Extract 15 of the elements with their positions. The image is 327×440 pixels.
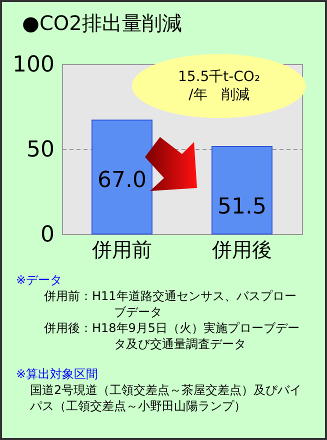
data-label: 67.0 (98, 168, 146, 194)
data-label: 51.5 (218, 194, 266, 220)
text: 併用前：H11年道路交通センサス、バスプローブデータ (43, 288, 298, 320)
text: 国道2号現道（工領交差点～茶屋交差点）及びバイパス（工領交差点～小野田山陽ランプ） (29, 382, 303, 414)
annotation: 15.5千t-CO₂ (178, 68, 260, 86)
x-tick-label: 併用前 (91, 238, 152, 262)
text: 併用後：H18年9月5日（火）実施プローブデータ及び交通量調査データ (43, 320, 301, 352)
text: ※データ (16, 272, 64, 288)
text: ※算出対象区間 (16, 366, 100, 382)
x-tick-label: 併用後 (211, 238, 272, 262)
annotation: /年 削減 (188, 86, 250, 104)
y-tick-label: 50 (26, 138, 54, 162)
y-tick-label: 0 (40, 222, 54, 248)
y-tick-label: 100 (12, 52, 54, 78)
chart-title: ●CO2排出量削減 (22, 10, 182, 37)
